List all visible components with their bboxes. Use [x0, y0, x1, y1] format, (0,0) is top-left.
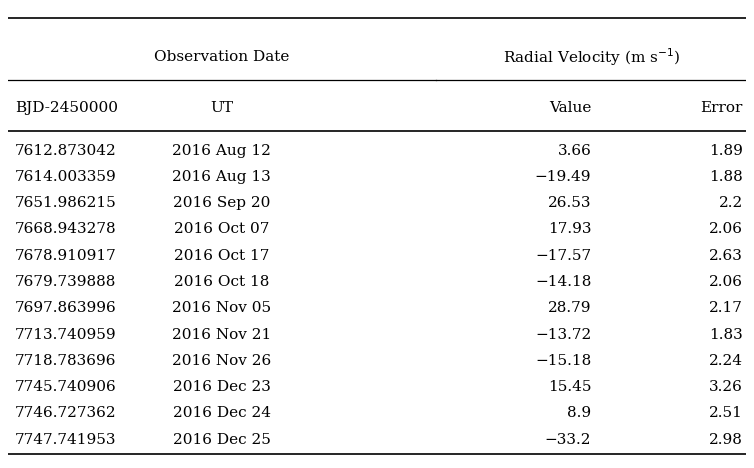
Text: 8.9: 8.9: [567, 406, 591, 420]
Text: 7697.863996: 7697.863996: [15, 301, 117, 315]
Text: 7612.873042: 7612.873042: [15, 144, 117, 158]
Text: 7614.003359: 7614.003359: [15, 170, 117, 184]
Text: 17.93: 17.93: [548, 222, 591, 236]
Text: 2.24: 2.24: [709, 354, 743, 368]
Text: 7651.986215: 7651.986215: [15, 196, 117, 210]
Text: 7746.727362: 7746.727362: [15, 406, 117, 420]
Text: 2016 Nov 21: 2016 Nov 21: [172, 328, 271, 342]
Text: 2016 Aug 12: 2016 Aug 12: [173, 144, 271, 158]
Text: 7713.740959: 7713.740959: [15, 328, 117, 342]
Text: Error: Error: [700, 101, 743, 115]
Text: 7678.910917: 7678.910917: [15, 249, 117, 263]
Text: 7679.739888: 7679.739888: [15, 275, 116, 289]
Text: 2016 Oct 18: 2016 Oct 18: [174, 275, 269, 289]
Text: Value: Value: [549, 101, 591, 115]
Text: −19.49: −19.49: [535, 170, 591, 184]
Text: 2016 Oct 07: 2016 Oct 07: [174, 222, 269, 236]
Text: Radial Velocity (m s$^{-1}$): Radial Velocity (m s$^{-1}$): [503, 47, 680, 68]
Text: UT: UT: [210, 101, 233, 115]
Text: 2016 Nov 05: 2016 Nov 05: [172, 301, 271, 315]
Text: 2016 Dec 24: 2016 Dec 24: [173, 406, 271, 420]
Text: 3.26: 3.26: [709, 380, 743, 394]
Text: 28.79: 28.79: [548, 301, 591, 315]
Text: 2.17: 2.17: [709, 301, 743, 315]
Text: 2016 Dec 25: 2016 Dec 25: [173, 433, 271, 446]
Text: 7745.740906: 7745.740906: [15, 380, 117, 394]
Text: 1.88: 1.88: [709, 170, 743, 184]
Text: 3.66: 3.66: [557, 144, 591, 158]
Text: 2.06: 2.06: [709, 275, 743, 289]
Text: 2.51: 2.51: [709, 406, 743, 420]
Text: −14.18: −14.18: [535, 275, 591, 289]
Text: 2016 Nov 26: 2016 Nov 26: [172, 354, 271, 368]
Text: 2016 Aug 13: 2016 Aug 13: [173, 170, 271, 184]
Text: −15.18: −15.18: [535, 354, 591, 368]
Text: 26.53: 26.53: [548, 196, 591, 210]
Text: 2016 Oct 17: 2016 Oct 17: [174, 249, 269, 263]
Text: −13.72: −13.72: [535, 328, 591, 342]
Text: 1.89: 1.89: [709, 144, 743, 158]
Text: −33.2: −33.2: [545, 433, 591, 446]
Text: 15.45: 15.45: [548, 380, 591, 394]
Text: 2.2: 2.2: [719, 196, 743, 210]
Text: 2016 Sep 20: 2016 Sep 20: [173, 196, 271, 210]
Text: 7747.741953: 7747.741953: [15, 433, 116, 446]
Text: BJD-2450000: BJD-2450000: [15, 101, 118, 115]
Text: 2016 Dec 23: 2016 Dec 23: [173, 380, 271, 394]
Text: 7718.783696: 7718.783696: [15, 354, 116, 368]
Text: 2.98: 2.98: [709, 433, 743, 446]
Text: 7668.943278: 7668.943278: [15, 222, 117, 236]
Text: 2.63: 2.63: [709, 249, 743, 263]
Text: 1.83: 1.83: [709, 328, 743, 342]
Text: −17.57: −17.57: [535, 249, 591, 263]
Text: Observation Date: Observation Date: [154, 51, 290, 65]
Text: 2.06: 2.06: [709, 222, 743, 236]
